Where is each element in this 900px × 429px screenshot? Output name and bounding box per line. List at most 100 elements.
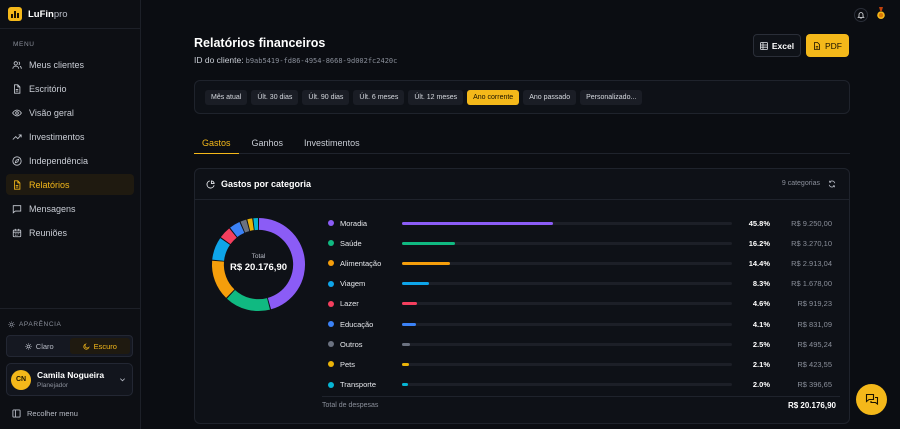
sidebar-item-reunioes[interactable]: Reuniões xyxy=(6,222,134,243)
category-value: R$ 919,23 xyxy=(797,299,832,309)
theme-dark-button[interactable]: Escuro xyxy=(69,338,130,354)
sidebar-item-mensagens[interactable]: Mensagens xyxy=(6,198,134,219)
category-row-moradia[interactable]: Moradia 45.8% R$ 9.250,00 xyxy=(326,213,836,233)
legend-dot xyxy=(328,220,334,227)
refresh-button[interactable] xyxy=(828,180,836,190)
achievement-button[interactable] xyxy=(876,7,886,22)
filter-chip-ult-12-meses[interactable]: Últ. 12 meses xyxy=(408,89,464,105)
category-count: 9 categorias xyxy=(781,180,820,187)
user-info: Camila Nogueira Planejador xyxy=(37,370,119,389)
category-row-alimentacao[interactable]: Alimentação 14.4% R$ 2.913,04 xyxy=(326,253,836,273)
client-id-value: b9ab5419-fd86-4954-8668-9d002fc2420c xyxy=(245,57,398,65)
period-filters: Mês atual Últ. 30 dias Últ. 90 dias Últ.… xyxy=(194,80,850,114)
category-percent: 14.4% xyxy=(748,258,770,268)
user-menu[interactable]: CN Camila Nogueira Planejador xyxy=(6,363,133,396)
donut-slice-alimentacao[interactable] xyxy=(211,260,235,298)
filter-chip-ano-corrente[interactable]: Ano corrente xyxy=(467,89,520,105)
filter-chip-ult-6-meses[interactable]: Últ. 6 meses xyxy=(353,89,405,105)
brand[interactable]: LuFinpro xyxy=(0,0,140,28)
legend-dot xyxy=(328,341,334,348)
sidebar-item-relatorios[interactable]: Relatórios xyxy=(6,174,134,195)
category-bar xyxy=(402,322,416,326)
logo-icon xyxy=(8,7,22,21)
sidebar-item-label: Reuniões xyxy=(29,227,68,238)
donut-slice-moradia[interactable] xyxy=(258,217,306,310)
divider xyxy=(0,28,140,29)
category-percent: 2.5% xyxy=(752,339,770,349)
export-excel-button[interactable]: Excel xyxy=(753,34,801,57)
sidebar-item-independencia[interactable]: Independência xyxy=(6,150,134,171)
client-id: ID do cliente: b9ab5419-fd86-4954-8668-9d… xyxy=(194,55,398,65)
category-bar-track xyxy=(402,282,732,286)
eye-icon xyxy=(12,109,22,116)
filter-chip-mes-atual[interactable]: Mês atual xyxy=(205,89,248,105)
trending-up-icon xyxy=(12,134,22,140)
appearance-label: APARÊNCIA xyxy=(0,321,140,328)
notifications-button[interactable] xyxy=(854,7,868,22)
tab-investimentos[interactable]: Investimentos xyxy=(304,138,360,148)
donut-slice-outros[interactable] xyxy=(240,219,250,233)
export-pdf-button[interactable]: PDF xyxy=(806,34,849,57)
category-name: Lazer xyxy=(340,299,359,309)
user-role: Planejador xyxy=(37,382,69,389)
table-icon xyxy=(759,41,768,50)
category-name: Transporte xyxy=(340,380,376,390)
donut-slice-saude[interactable] xyxy=(226,289,270,312)
category-row-pets[interactable]: Pets 2.1% R$ 423,55 xyxy=(326,354,836,374)
card-header: Gastos por categoria xyxy=(195,169,849,200)
category-value: R$ 9.250,00 xyxy=(791,218,832,228)
donut-total-label: Total xyxy=(251,253,266,260)
menu-label: MENU xyxy=(13,41,35,48)
category-percent: 4.1% xyxy=(752,319,770,329)
category-row-outros[interactable]: Outros 2.5% R$ 495,24 xyxy=(326,334,836,354)
collapse-menu-button[interactable]: Recolher menu xyxy=(12,409,78,418)
category-row-educacao[interactable]: Educação 4.1% R$ 831,09 xyxy=(326,314,836,334)
category-percent: 4.6% xyxy=(752,299,770,309)
category-percent: 2.0% xyxy=(752,380,770,390)
sidebar-footer: APARÊNCIA Claro Escuro CN Camila Nogueir… xyxy=(0,308,140,418)
tab-gastos[interactable]: Gastos xyxy=(194,132,239,154)
chat-icon xyxy=(865,393,878,405)
donut-slice-pets[interactable] xyxy=(247,218,254,231)
chat-button[interactable] xyxy=(856,384,887,415)
category-list: Moradia 45.8% R$ 9.250,00 Saúde 16.2% R$ 3.27… xyxy=(326,213,836,395)
category-value: R$ 831,09 xyxy=(797,319,832,329)
donut-slice-viagem[interactable] xyxy=(212,238,230,261)
donut-slice-transporte[interactable] xyxy=(253,217,259,231)
category-row-lazer[interactable]: Lazer 4.6% R$ 919,23 xyxy=(326,294,836,314)
category-bar-track xyxy=(402,322,732,326)
category-value: R$ 3.270,10 xyxy=(791,238,832,248)
category-bar xyxy=(402,261,450,265)
compass-icon xyxy=(12,155,22,166)
filter-chip-ult-90-dias[interactable]: Últ. 90 dias xyxy=(302,89,350,105)
theme-light-button[interactable]: Claro xyxy=(9,338,70,354)
category-name: Outros xyxy=(340,339,363,349)
message-icon xyxy=(12,204,22,214)
donut-slice-educacao[interactable] xyxy=(230,222,245,238)
category-bar xyxy=(402,342,411,346)
filter-chip-ult-30-dias[interactable]: Últ. 30 dias xyxy=(251,89,299,105)
category-bar xyxy=(402,282,430,286)
category-row-saude[interactable]: Saúde 16.2% R$ 3.270,10 xyxy=(326,233,836,253)
sidebar-item-label: Mensagens xyxy=(29,203,76,214)
avatar: CN xyxy=(11,369,31,390)
category-bar xyxy=(402,302,418,306)
sidebar-item-label: Investimentos xyxy=(29,131,85,142)
sidebar-item-escritorio[interactable]: Escritório xyxy=(6,78,134,99)
calendar-icon xyxy=(12,228,22,237)
category-row-viagem[interactable]: Viagem 8.3% R$ 1.678,00 xyxy=(326,274,836,294)
category-bar-track xyxy=(402,221,732,225)
sidebar-item-visao-geral[interactable]: Visão geral xyxy=(6,102,134,123)
tab-ganhos[interactable]: Ganhos xyxy=(251,138,284,148)
category-value: R$ 396,65 xyxy=(797,380,832,390)
sidebar-item-investimentos[interactable]: Investimentos xyxy=(6,126,134,147)
legend-dot xyxy=(328,260,334,267)
sidebar-item-label: Meus clientes xyxy=(29,59,85,70)
donut-slice-lazer[interactable] xyxy=(220,228,237,245)
chevron-down-icon xyxy=(120,378,125,382)
filter-chip-personalizado[interactable]: Personalizado... xyxy=(580,89,643,105)
filter-chip-ano-passado[interactable]: Ano passado xyxy=(523,89,577,105)
category-percent: 2.1% xyxy=(752,359,770,369)
sidebar-item-meus-clientes[interactable]: Meus clientes xyxy=(6,54,134,75)
category-row-transporte[interactable]: Transporte 2.0% R$ 396,65 xyxy=(326,375,836,395)
